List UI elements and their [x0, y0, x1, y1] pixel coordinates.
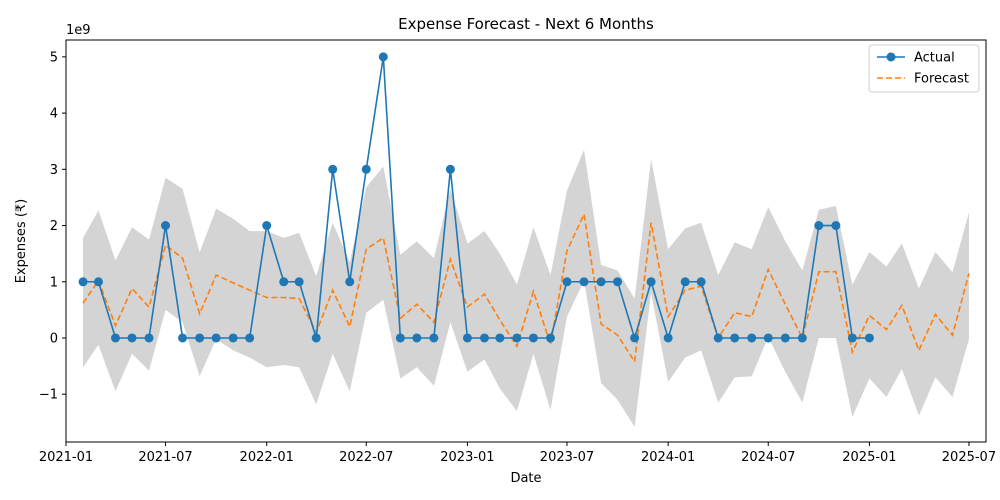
plot-area	[78, 52, 970, 427]
actual-point	[512, 333, 522, 343]
actual-point	[361, 164, 371, 174]
actual-point	[395, 333, 405, 343]
legend-forecast-label: Forecast	[914, 72, 969, 87]
y-axis-label: Expenses (₹)	[14, 199, 29, 284]
actual-point	[328, 164, 338, 174]
actual-point	[211, 333, 221, 343]
actual-point	[780, 333, 790, 343]
actual-point	[579, 277, 589, 287]
x-tick-label: 2025-01	[842, 450, 896, 465]
actual-point	[696, 277, 706, 287]
actual-point	[495, 333, 505, 343]
actual-point	[747, 333, 757, 343]
x-tick-label: 2021-07	[138, 450, 192, 465]
y-axis-ticks: −1 0 1 2 3 4 5	[39, 50, 66, 403]
x-tick-label: 2023-07	[540, 450, 594, 465]
actual-point	[294, 277, 304, 287]
actual-point	[445, 164, 455, 174]
actual-point	[630, 333, 640, 343]
forecast-line	[82, 211, 970, 364]
x-tick-label: 2022-07	[339, 450, 393, 465]
actual-point	[528, 333, 538, 343]
y-axis-offset-text: 1e9	[66, 23, 91, 38]
actual-point	[429, 333, 439, 343]
legend-actual-marker	[886, 52, 896, 62]
actual-point	[831, 221, 841, 231]
actual-series	[78, 52, 874, 343]
actual-point	[763, 333, 773, 343]
actual-point	[345, 277, 355, 287]
x-axis-ticks: 2021-01 2021-07 2022-01 2022-07 2023-01 2023-…	[39, 442, 996, 465]
actual-point	[311, 333, 321, 343]
actual-point	[864, 333, 874, 343]
y-tick-label: 3	[50, 163, 58, 178]
actual-point	[195, 333, 205, 343]
y-tick-label: 0	[50, 331, 58, 346]
actual-point	[562, 277, 572, 287]
actual-point	[161, 221, 171, 231]
actual-point	[613, 277, 623, 287]
actual-point	[663, 333, 673, 343]
x-axis-label: Date	[510, 471, 541, 486]
chart-title: Expense Forecast - Next 6 Months	[398, 15, 654, 33]
actual-point	[178, 333, 188, 343]
actual-point	[462, 333, 472, 343]
x-tick-label: 2022-01	[240, 450, 294, 465]
actual-point	[730, 333, 740, 343]
y-tick-label: 4	[50, 107, 58, 122]
legend-actual-label: Actual	[914, 51, 955, 66]
y-tick-label: 1	[50, 275, 58, 290]
x-tick-label: 2023-01	[440, 450, 494, 465]
actual-point	[596, 277, 606, 287]
actual-point	[545, 333, 555, 343]
actual-point	[479, 333, 489, 343]
actual-point	[680, 277, 690, 287]
x-tick-label: 2025-07	[942, 450, 996, 465]
actual-point	[797, 333, 807, 343]
y-tick-label: −1	[39, 388, 58, 403]
actual-point	[814, 221, 824, 231]
axes-frame	[65, 39, 987, 443]
actual-point	[78, 277, 88, 287]
forecast-series	[82, 211, 970, 364]
x-tick-label: 2024-01	[641, 450, 695, 465]
actual-point	[262, 221, 272, 231]
y-tick-label: 5	[50, 50, 58, 65]
actual-point	[144, 333, 154, 343]
actual-point	[279, 277, 289, 287]
actual-point	[378, 52, 388, 62]
actual-point	[646, 277, 656, 287]
confidence-band	[83, 149, 969, 427]
confidence-band-area	[83, 149, 969, 427]
actual-point	[228, 333, 238, 343]
actual-point	[93, 277, 103, 287]
actual-point	[110, 333, 120, 343]
x-tick-label: 2024-07	[741, 450, 795, 465]
y-tick-label: 2	[50, 219, 58, 234]
actual-point	[713, 333, 723, 343]
actual-point	[847, 333, 857, 343]
x-tick-label: 2021-01	[39, 450, 93, 465]
legend: Actual Forecast	[868, 44, 980, 93]
actual-point	[412, 333, 422, 343]
actual-point	[127, 333, 137, 343]
actual-point	[245, 333, 255, 343]
